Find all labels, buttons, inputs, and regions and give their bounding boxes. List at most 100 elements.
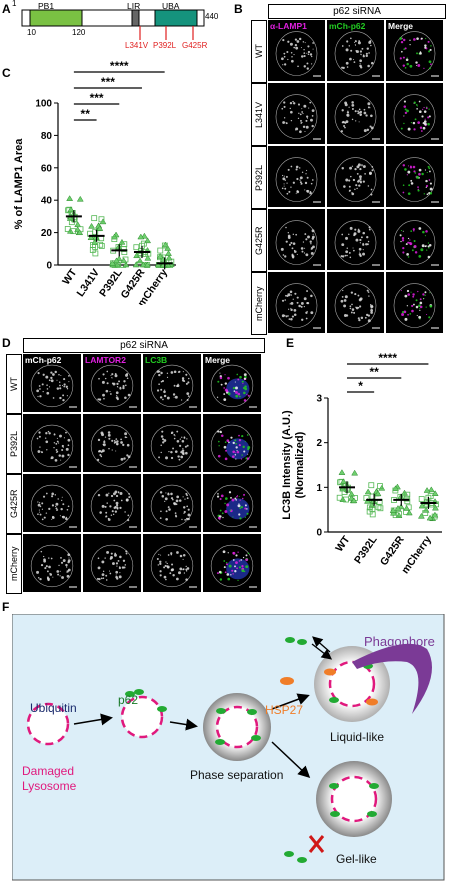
micrograph-g425r-2 <box>386 209 443 270</box>
data-point <box>369 506 376 512</box>
data-point <box>343 496 349 503</box>
data-point <box>161 242 168 249</box>
micrograph-g425r-1 <box>327 209 384 270</box>
data-point <box>139 261 147 268</box>
lir-motif <box>131 9 140 27</box>
pb1-start: 10 <box>27 28 36 37</box>
y-tick-label: 60 <box>41 163 53 174</box>
column-header-mch-p62: mCh-p62 <box>329 21 366 31</box>
data-point <box>92 250 99 257</box>
data-point <box>377 483 383 490</box>
data-point <box>403 505 411 511</box>
data-point <box>368 482 375 489</box>
data-point <box>423 487 431 493</box>
data-point <box>422 510 429 516</box>
data-point <box>404 491 411 498</box>
micrograph-l341v-2 <box>386 83 443 144</box>
data-point <box>156 253 164 259</box>
label-liquid-like: Liquid-like <box>330 730 385 744</box>
uba-label: UBA <box>162 1 180 11</box>
significance-stars: ** <box>369 365 379 379</box>
data-point <box>338 469 346 475</box>
micrograph-p392l-2 <box>143 414 201 472</box>
data-point <box>111 236 118 243</box>
micrograph-l341v-1 <box>327 83 384 144</box>
column-header-lamtor2: LAMTOR2 <box>85 355 126 365</box>
significance-stars: *** <box>90 91 104 105</box>
column-header-merge: Merge <box>205 355 231 365</box>
micrograph-g425r-2 <box>143 474 201 532</box>
y-tick-label: 0 <box>46 261 52 272</box>
row-label-g425r: G425R <box>251 209 267 272</box>
x-tick-label: WT <box>60 266 80 287</box>
data-point <box>426 514 434 521</box>
micrograph-wt-0 <box>23 354 81 412</box>
column-header-lc3b: LC3B <box>145 355 168 365</box>
data-point <box>350 497 358 504</box>
row-label-mcherry: mCherry <box>6 534 22 594</box>
data-point <box>109 259 116 266</box>
micrograph-mcherry-0 <box>23 534 81 592</box>
y-axis-label: (Normalized) <box>294 431 306 498</box>
significance-stars: **** <box>110 60 129 73</box>
aa-end: 440 <box>205 12 219 21</box>
mutation-l341v: L341V <box>125 41 149 50</box>
data-point <box>98 216 105 223</box>
data-point <box>161 241 169 248</box>
data-point <box>133 244 140 251</box>
label-lysosome: Lysosome <box>22 779 77 793</box>
data-point <box>392 487 399 494</box>
data-point <box>66 215 74 221</box>
pb1-label: PB1 <box>38 1 55 11</box>
data-point <box>394 505 402 511</box>
data-point <box>74 221 82 228</box>
data-point <box>143 261 151 268</box>
model-diagram <box>12 614 445 881</box>
y-tick-label: 1 <box>316 483 322 494</box>
micrograph-mcherry-3 <box>203 534 261 592</box>
data-point <box>97 241 104 248</box>
data-point <box>336 494 343 501</box>
panel-label-e: E <box>286 336 295 350</box>
data-point <box>132 261 140 268</box>
label-hsp27: HSP27 <box>265 703 304 717</box>
data-point <box>87 234 95 241</box>
pb1-end: 120 <box>72 28 86 37</box>
data-point <box>66 195 74 201</box>
row-label-g425r: G425R <box>6 474 22 534</box>
lir-label: LIR <box>127 1 141 11</box>
micrograph-g425r-0 <box>268 209 325 270</box>
data-point <box>377 505 384 512</box>
micrograph-g425r-0 <box>23 474 81 532</box>
p62-lysosome <box>120 695 164 739</box>
panel-b-header: p62 siRNA <box>268 4 446 19</box>
y-axis-label: LC3B Intensity (A.U.) <box>281 410 293 520</box>
data-point <box>154 261 162 268</box>
aa-start: 1 <box>12 0 17 8</box>
micrograph-p392l-3 <box>203 414 261 472</box>
micrograph-wt-2 <box>386 20 443 81</box>
data-point <box>76 195 84 202</box>
row-label-p392l: P392L <box>6 414 22 474</box>
label-gel-like: Gel-like <box>336 852 377 866</box>
y-tick-label: 2 <box>316 438 322 449</box>
data-point <box>91 215 98 222</box>
data-point <box>137 233 145 240</box>
chart-e: 0 1 2 3 LC3B Intensity (A.U.) (Normalized) WT P… <box>281 351 442 576</box>
column-header-merge: Merge <box>388 21 414 31</box>
micrograph-p392l-0 <box>23 414 81 472</box>
data-point <box>427 486 435 493</box>
micrograph-g425r-1 <box>83 474 141 532</box>
pb1-domain <box>29 9 83 27</box>
data-point <box>144 254 152 261</box>
micrograph-mcherry-1 <box>83 534 141 592</box>
data-point <box>96 225 104 231</box>
x-tick-label: WT <box>333 533 353 554</box>
data-point <box>339 496 347 502</box>
phagophore <box>352 643 432 714</box>
hsp27 <box>280 677 294 685</box>
data-point <box>144 237 152 244</box>
data-point <box>397 503 405 510</box>
panel-label-d: D <box>2 336 11 350</box>
y-tick-label: 80 <box>41 131 53 142</box>
